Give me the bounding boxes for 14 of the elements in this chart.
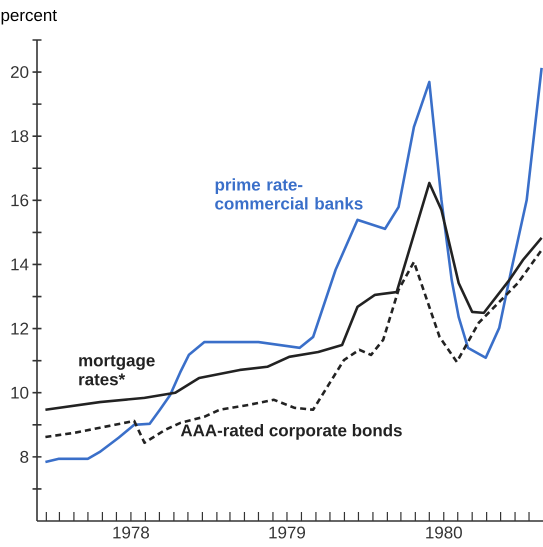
y-tick-label: 20 xyxy=(11,66,28,78)
y-tick-label: 10 xyxy=(11,386,28,399)
series-label: AAA-rated corporate bonds xyxy=(180,424,402,440)
y-tick-label: 8 xyxy=(20,450,28,463)
series-label: mortgage rates* xyxy=(79,355,155,386)
x-tick-label: 1978 xyxy=(113,526,150,539)
y-tick-label: 12 xyxy=(11,322,28,335)
y-axis-title: percent xyxy=(2,10,57,24)
y-tick-label: 16 xyxy=(11,194,28,206)
y-tick-label: 18 xyxy=(11,130,28,142)
x-tick-label: 1979 xyxy=(269,526,306,539)
series-label: prime rate-commercial banks xyxy=(215,178,363,210)
y-tick-label: 14 xyxy=(11,258,28,270)
x-tick-label: 1980 xyxy=(426,526,462,539)
